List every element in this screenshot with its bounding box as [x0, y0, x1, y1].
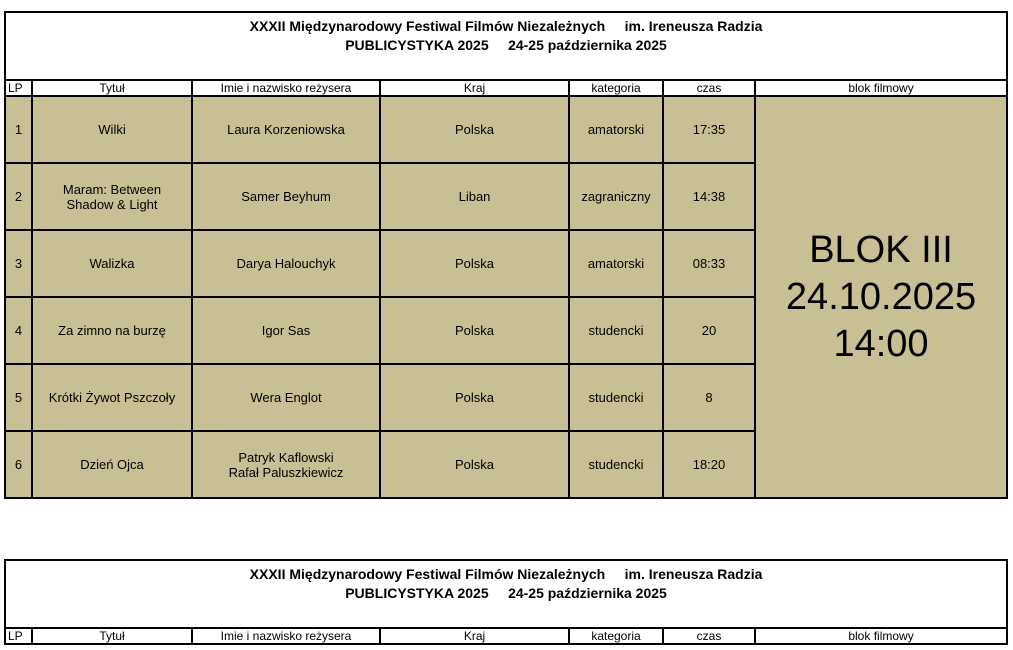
column-header-row: LP Tytuł Imie i nazwisko reżysera Kraj k…: [4, 627, 1009, 645]
cell-kategoria: amatorski: [568, 95, 664, 164]
cell-lp: 5: [4, 363, 33, 432]
cell-czas: 17:35: [662, 95, 756, 164]
col-header-kraj: Kraj: [379, 627, 570, 645]
cell-kraj: Polska: [379, 363, 570, 432]
blok-date: 24.10.2025: [785, 275, 977, 318]
col-header-rezyser: Imie i nazwisko reżysera: [191, 79, 381, 97]
cell-tytul: Dzień Ojca: [31, 430, 193, 499]
table-masthead: XXXII Międzynarodowy Festiwal Filmów Nie…: [3, 559, 1009, 629]
cell-rezyser: Patryk Kaflowski Rafał Paluszkiewicz: [191, 430, 381, 499]
film-row-4: 4 Za zimno na burzę Igor Sas Polska stud…: [4, 296, 1007, 365]
col-header-kraj: Kraj: [379, 79, 570, 97]
blok-time: 14:00: [833, 322, 929, 365]
table-masthead: XXXII Międzynarodowy Festiwal Filmów Nie…: [3, 11, 1009, 81]
cell-lp: 3: [4, 229, 33, 298]
cell-czas: 18:20: [662, 430, 756, 499]
film-row-2: 2 Maram: Between Shadow & Light Samer Be…: [4, 162, 1007, 231]
cell-tytul: Krótki Żywot Pszczoły: [31, 363, 193, 432]
film-row-1: 1 Wilki Laura Korzeniowska Polska amator…: [4, 95, 1009, 499]
cell-kategoria: studencki: [568, 296, 664, 365]
festival-table-next-block: XXXII Międzynarodowy Festiwal Filmów Nie…: [3, 559, 1009, 645]
festival-table-blok-3: XXXII Międzynarodowy Festiwal Filmów Nie…: [3, 11, 1009, 499]
blok-filmowy-cell: BLOK III 24.10.2025 14:00: [753, 95, 1009, 499]
cell-czas: 20: [662, 296, 756, 365]
cell-lp: 4: [4, 296, 33, 365]
col-header-tytul: Tytuł: [31, 627, 193, 645]
cell-kraj: Polska: [379, 95, 570, 164]
cell-rezyser: Samer Beyhum: [191, 162, 381, 231]
film-row-6: 6 Dzień Ojca Patryk Kaflowski Rafał Palu…: [4, 430, 1007, 499]
cell-kraj: Polska: [379, 229, 570, 298]
film-row-3: 3 Walizka Darya Halouchyk Polska amators…: [4, 229, 1007, 298]
cell-kategoria: studencki: [568, 430, 664, 499]
col-header-blok-filmowy: blok filmowy: [753, 79, 1009, 97]
film-row-5: 5 Krótki Żywot Pszczoły Wera Englot Pols…: [4, 363, 1007, 432]
col-header-czas: czas: [662, 627, 756, 645]
cell-czas: 08:33: [662, 229, 756, 298]
cell-kategoria: amatorski: [568, 229, 664, 298]
masthead-row: XXXII Międzynarodowy Festiwal Filmów Nie…: [3, 559, 1009, 629]
cell-rezyser: Igor Sas: [191, 296, 381, 365]
festival-title: XXXII Międzynarodowy Festiwal Filmów Nie…: [249, 566, 763, 582]
cell-tytul: Walizka: [31, 229, 193, 298]
festival-subtitle: PUBLICYSTYKA 2025 24-25 października 202…: [345, 37, 667, 53]
cell-rezyser: Laura Korzeniowska: [191, 95, 381, 164]
blok-name: BLOK III: [809, 228, 953, 271]
cell-tytul: Maram: Between Shadow & Light: [31, 162, 193, 231]
cell-kraj: Polska: [379, 296, 570, 365]
cell-lp: 1: [4, 95, 33, 164]
cell-rezyser: Wera Englot: [191, 363, 381, 432]
cell-lp: 6: [4, 430, 33, 499]
cell-tytul: Wilki: [31, 95, 193, 164]
cell-kategoria: studencki: [568, 363, 664, 432]
col-header-kategoria: kategoria: [568, 79, 664, 97]
col-header-lp: LP: [4, 79, 33, 97]
cell-kategoria: zagraniczny: [568, 162, 664, 231]
cell-kraj: Polska: [379, 430, 570, 499]
festival-subtitle: PUBLICYSTYKA 2025 24-25 października 202…: [345, 585, 667, 601]
festival-title: XXXII Międzynarodowy Festiwal Filmów Nie…: [249, 18, 763, 34]
col-header-rezyser: Imie i nazwisko reżysera: [191, 627, 381, 645]
col-header-tytul: Tytuł: [31, 79, 193, 97]
col-header-lp: LP: [4, 627, 33, 645]
col-header-kategoria: kategoria: [568, 627, 664, 645]
col-header-czas: czas: [662, 79, 756, 97]
cell-czas: 8: [662, 363, 756, 432]
cell-lp: 2: [4, 162, 33, 231]
masthead-row: XXXII Międzynarodowy Festiwal Filmów Nie…: [3, 11, 1009, 81]
cell-czas: 14:38: [662, 162, 756, 231]
column-header-row: LP Tytuł Imie i nazwisko reżysera Kraj k…: [4, 79, 1009, 97]
cell-tytul: Za zimno na burzę: [31, 296, 193, 365]
col-header-blok-filmowy: blok filmowy: [753, 627, 1009, 645]
cell-rezyser: Darya Halouchyk: [191, 229, 381, 298]
cell-kraj: Liban: [379, 162, 570, 231]
